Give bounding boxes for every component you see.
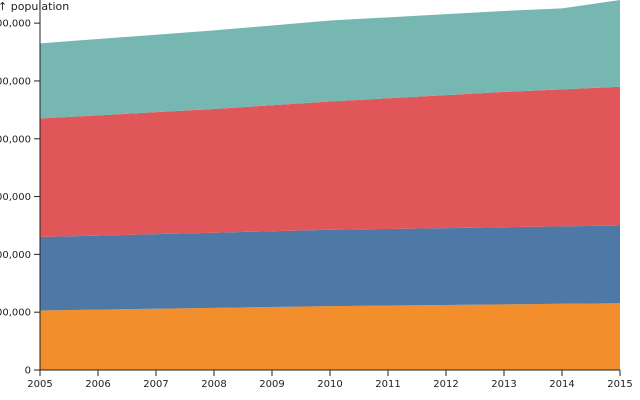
x-tick-label: 2014 xyxy=(549,379,574,390)
area-series-2 xyxy=(40,225,620,311)
x-tick-label: 2012 xyxy=(433,379,458,390)
y-tick-label: 400,000,000 xyxy=(0,134,31,145)
x-tick-label: 2011 xyxy=(375,379,400,390)
x-tick-label: 2008 xyxy=(201,379,226,390)
x-tick-label: 2013 xyxy=(491,379,516,390)
y-tick-label: 600,000,000 xyxy=(0,19,31,30)
area-series-group xyxy=(40,0,620,370)
x-tick-label: 2007 xyxy=(143,379,168,390)
area-series-1 xyxy=(40,303,620,370)
x-tick-label: 2010 xyxy=(317,379,342,390)
x-tick-label: 2015 xyxy=(607,379,632,390)
y-tick-label: 300,000,000 xyxy=(0,192,31,203)
x-tick-label: 2006 xyxy=(85,379,110,390)
x-axis: 2005 2006 2007 2008 2009 2010 2011 2012 2013 2014… xyxy=(27,369,633,390)
x-tick-label: 2009 xyxy=(259,379,284,390)
x-tick-label: 2005 xyxy=(27,379,52,390)
y-tick-label: 200,000,000 xyxy=(0,250,31,261)
y-tick-label: 0 xyxy=(25,366,31,377)
y-tick-label: 500,000,000 xyxy=(0,76,31,87)
area-series-4 xyxy=(40,0,620,119)
y-axis: 0 100,000,000 200,000,000 300,000,000 400,00… xyxy=(0,0,41,377)
y-tick-label: 100,000,000 xyxy=(0,308,31,319)
y-axis-title: ↑ population xyxy=(0,0,69,13)
area-series-3 xyxy=(40,86,620,238)
